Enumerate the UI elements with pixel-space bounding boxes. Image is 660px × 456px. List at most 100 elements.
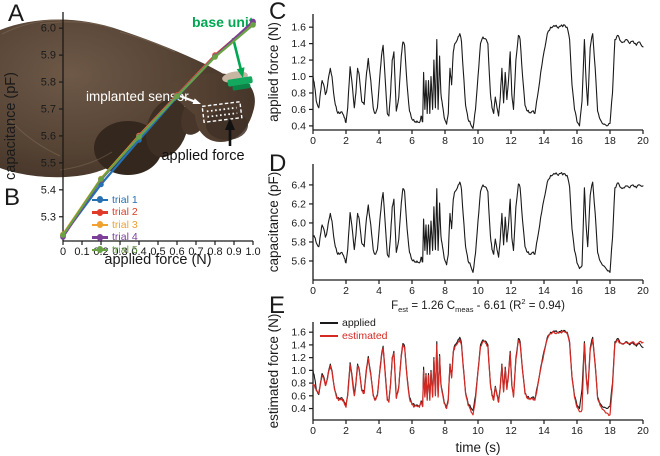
x-tick-label: 12 [505, 285, 517, 297]
data-point-trial-5 [212, 54, 218, 60]
panel-d-letter: D [269, 150, 287, 177]
y-tick-label: 5.6 [41, 130, 56, 142]
x-tick-label: 14 [538, 285, 550, 297]
x-tick-label: 0.6 [169, 246, 184, 258]
x-tick-label: 6 [409, 285, 415, 297]
data-point-trial-5 [136, 134, 142, 140]
x-tick-label: 0.5 [150, 246, 165, 258]
implanted-sensor-label: implanted sensor [86, 89, 189, 104]
trial-legend: trial 1 trial 2 trial 3 trial 4 trial 5 [92, 194, 138, 256]
y-tick-label: 0.6 [291, 104, 306, 116]
x-tick-label: 2 [343, 425, 349, 437]
x-tick-label: 10 [472, 135, 484, 147]
x-tick-label: 16 [571, 425, 583, 437]
x-tick-label: 18 [604, 285, 616, 297]
x-tick-label: 8 [442, 285, 448, 297]
x-tick-label: 0.7 [188, 246, 203, 258]
trial-3-marker [92, 221, 108, 229]
capacitance-chart: 0 2 4 6 8 10 12 14 16 18 20 5.6 5.8 6.0 6.2 6.4 capacita… [266, 164, 649, 297]
data-point-trial-5 [98, 176, 104, 182]
sensor-dots-row-2 [207, 112, 238, 118]
y-tick-label: 0.8 [291, 87, 306, 99]
x-axis-title: applied force (N) [104, 252, 211, 268]
x-tick-label: 16 [571, 285, 583, 297]
panel-c-letter: C [269, 0, 287, 25]
y-tick-label: 5.4 [41, 184, 56, 196]
panel-b-letter: B [4, 184, 21, 211]
x-tick-label: 12 [505, 135, 517, 147]
x-tick-label: 12 [505, 425, 517, 437]
regression-equation: Fest = 1.26 Cmeas - 6.61 (R2 = 0.94) [391, 297, 565, 315]
legend-item-trial-4: trial 4 [92, 231, 138, 243]
x-tick-label: 18 [604, 425, 616, 437]
panel-e-letter: E [269, 292, 286, 319]
y-tick-label: 1.0 [291, 365, 306, 377]
y-tick-label: 0.8 [291, 378, 306, 390]
implanted-sensor-arrow [179, 94, 195, 103]
x-tick-label: 0 [310, 425, 316, 437]
x-tick-label: 4 [376, 135, 382, 147]
x-tick-label: 0 [310, 285, 316, 297]
x-tick-label: 10 [472, 425, 484, 437]
x-tick-label: 20 [637, 285, 649, 297]
estimated-marker [320, 332, 338, 340]
trial-1-label: trial 1 [112, 193, 138, 206]
legend-item-estimated: estimated [320, 330, 388, 342]
legend-item-trial-2: trial 2 [92, 206, 138, 219]
data-point-trial-5 [60, 232, 66, 238]
x-tick-label: 0 [310, 135, 316, 147]
x-tick-label: 0.4 [131, 246, 146, 258]
y-tick-label: 5.9 [41, 50, 56, 62]
panel-a-letter: A [8, 0, 25, 27]
data-point-trial-5 [174, 93, 180, 100]
x-tick-label: 6 [409, 425, 415, 437]
y-tick-label: 1.6 [291, 22, 306, 34]
series-estimated [312, 330, 644, 417]
x-tick-label: 6 [409, 135, 415, 147]
legend-item-trial-3: trial 3 [92, 219, 138, 231]
x-tick-label: 16 [571, 135, 583, 147]
x-tick-label: 2 [343, 285, 349, 297]
hand-photo: base unit implanted sensor applied force [0, 14, 255, 178]
y-tick-label: 1.6 [291, 327, 306, 339]
applied-force-chart: 0 2 4 6 8 10 12 14 16 18 20 0.4 0.6 0.8 1.0 1.2 1.4 1.6 ap… [266, 14, 649, 147]
x-tick-label: 10 [472, 285, 484, 297]
y-tick-label: 5.7 [41, 103, 56, 115]
y-axis-title: capacitance (pF) [3, 72, 19, 180]
trial-3-label: trial 3 [112, 218, 138, 231]
x-tick-label: 0.8 [207, 246, 222, 258]
x-tick-label: 14 [538, 425, 550, 437]
series-trial-5 [61, 23, 255, 237]
y-tick-label: 0.4 [291, 120, 306, 132]
x-tick-label: 2 [343, 135, 349, 147]
trial-4-marker [92, 233, 108, 241]
base-unit-device [227, 76, 253, 91]
x-tick-label: 8 [442, 135, 448, 147]
trial-2-label: trial 2 [112, 206, 138, 219]
data-point-trial-5 [250, 22, 256, 28]
y-tick-label: 1.0 [291, 71, 306, 83]
applied-force-label: applied force [161, 148, 244, 164]
trial-5-label: trial 5 [112, 243, 138, 256]
y-tick-label: 5.5 [41, 157, 56, 169]
x-tick-label: 4 [376, 285, 382, 297]
hand-silhouette [0, 19, 236, 178]
x-tick-label: 1.0 [245, 246, 260, 258]
trial-1-marker [92, 196, 108, 204]
y-tick-label: 0.6 [291, 390, 306, 402]
applied-label: applied [342, 316, 376, 329]
base-unit-arrow [231, 37, 243, 71]
x-axis-title: time (s) [456, 440, 501, 455]
legend-item-trial-5: trial 5 [92, 244, 138, 256]
y-tick-label: 5.8 [41, 77, 56, 89]
y-axis-title: applied force (N) [266, 22, 281, 122]
legend-item-applied: applied [320, 317, 388, 329]
x-tick-label: 0 [60, 246, 66, 258]
x-tick-label: 0.9 [226, 246, 241, 258]
y-tick-label: 6.2 [291, 198, 306, 210]
y-tick-label: 6.0 [41, 23, 56, 35]
y-axis-title: capacitance (pF) [266, 172, 281, 273]
y-tick-label: 1.4 [291, 38, 306, 50]
x-tick-label: 20 [637, 425, 649, 437]
